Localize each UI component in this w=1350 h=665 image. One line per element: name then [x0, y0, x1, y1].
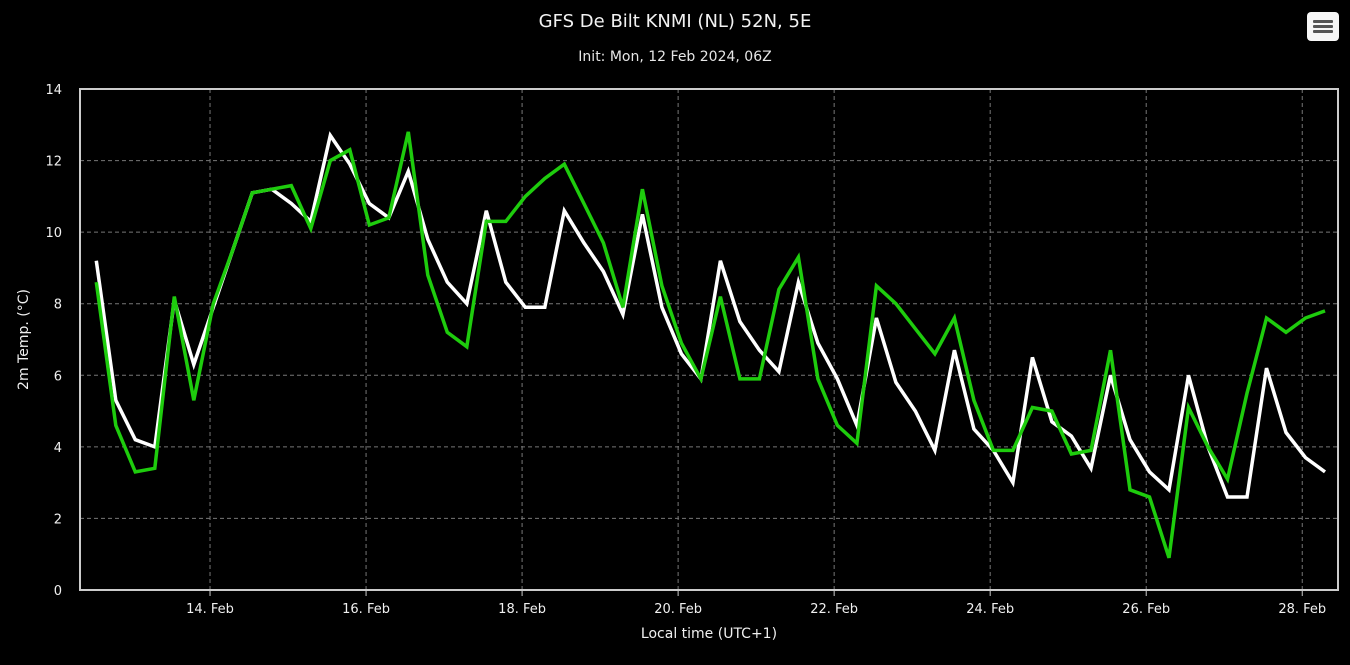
x-tick-label: 20. Feb: [654, 602, 702, 617]
y-tick-label: 10: [45, 226, 62, 241]
y-tick-label: 4: [54, 441, 62, 456]
x-tick-label: 14. Feb: [186, 602, 234, 617]
series-0-line: [94, 131, 1327, 499]
chart-title: GFS De Bilt KNMI (NL) 52N, 5E: [538, 11, 812, 32]
y-tick-label: 0: [54, 584, 62, 599]
chart-menu-button[interactable]: [1307, 12, 1339, 41]
y-tick-label: 12: [45, 155, 62, 170]
series-1-line: [94, 131, 1326, 559]
x-axis-ticks: 14. Feb 16. Feb 18. Feb 20. Feb 22. Feb 24. F…: [186, 590, 1326, 617]
x-tick-label: 18. Feb: [498, 602, 546, 617]
x-tick-label: 16. Feb: [342, 602, 390, 617]
x-tick-label: 24. Feb: [966, 602, 1014, 617]
y-tick-label: 8: [54, 298, 62, 313]
series-layer: [94, 131, 1327, 559]
series-0: [94, 131, 1327, 499]
chart-subtitle: Init: Mon, 12 Feb 2024, 06Z: [578, 49, 772, 65]
x-tick-label: 22. Feb: [810, 602, 858, 617]
x-axis-title: Local time (UTC+1): [641, 626, 777, 642]
x-tick-label: 26. Feb: [1122, 602, 1170, 617]
y-axis-ticks: 0 2 4 6 8 10 12 14: [45, 83, 62, 599]
x-tick-label: 28. Feb: [1278, 602, 1326, 617]
y-tick-label: 2: [54, 512, 62, 527]
y-tick-label: 14: [45, 83, 62, 98]
plot-area-border: [79, 88, 1339, 591]
y-tick-label: 6: [54, 369, 62, 384]
series-1: [94, 131, 1326, 559]
y-axis-title: 2m Temp. (°C): [16, 289, 32, 390]
